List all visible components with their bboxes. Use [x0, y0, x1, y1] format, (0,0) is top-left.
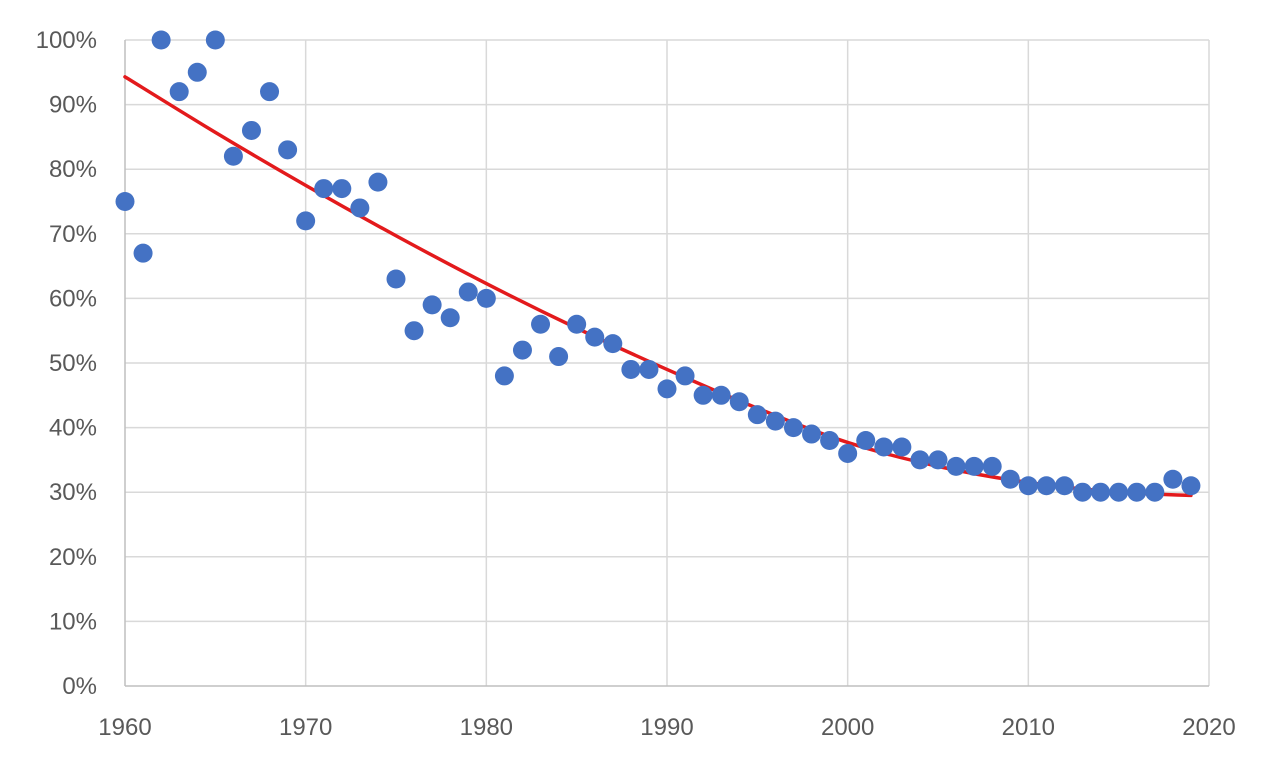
data-point [838, 443, 858, 463]
y-tick-label: 0% [62, 673, 97, 700]
data-point [1018, 476, 1038, 496]
y-tick-label: 90% [49, 92, 97, 119]
data-point [928, 450, 948, 470]
data-point [964, 456, 984, 476]
data-points [115, 30, 1201, 502]
data-point [151, 30, 171, 50]
x-tick-label: 1990 [640, 714, 693, 741]
y-tick-label: 20% [49, 544, 97, 571]
data-point [133, 243, 153, 263]
grid [125, 39, 1210, 686]
x-tick-label: 2020 [1182, 714, 1235, 741]
data-point [747, 405, 767, 425]
data-point [585, 327, 605, 347]
data-point [802, 424, 822, 444]
x-tick-label: 1980 [460, 714, 513, 741]
data-point [350, 198, 370, 218]
data-point [946, 456, 966, 476]
data-point [386, 269, 406, 289]
data-point [1054, 476, 1074, 496]
data-point [223, 146, 243, 166]
data-point [205, 30, 225, 50]
x-tick-label: 2000 [821, 714, 874, 741]
trendline [123, 75, 1193, 498]
data-point [1127, 482, 1147, 502]
data-point [856, 431, 876, 451]
data-point [1000, 469, 1020, 489]
y-tick-label: 60% [49, 285, 97, 312]
axes [124, 40, 1209, 687]
data-point [675, 366, 695, 386]
tick-labels: 0% 10% 20% 30% 40% 50% 60% 70% 80% 90% 100% 1960 197… [36, 27, 1236, 741]
data-point [874, 437, 894, 457]
data-point [892, 437, 912, 457]
data-point [241, 120, 261, 140]
data-point [729, 392, 749, 412]
data-point [657, 379, 677, 399]
y-tick-label: 50% [49, 350, 97, 377]
trendline-layer [123, 75, 1193, 498]
y-tick-label: 30% [49, 479, 97, 506]
data-point [458, 282, 478, 302]
x-tick-label: 1960 [98, 714, 151, 741]
data-point [512, 340, 532, 360]
data-point [603, 334, 623, 354]
y-tick-label: 100% [36, 27, 97, 54]
data-point [531, 314, 551, 334]
y-tick-label: 70% [49, 221, 97, 248]
data-point [1091, 482, 1111, 502]
data-point [621, 359, 641, 379]
data-point [820, 431, 840, 451]
y-tick-label: 80% [49, 156, 97, 183]
data-point [278, 140, 298, 160]
data-point [187, 62, 207, 82]
data-point [296, 211, 316, 231]
data-point [494, 366, 514, 386]
data-point [332, 179, 352, 199]
y-tick-label: 40% [49, 415, 97, 442]
x-tick-label: 2010 [1002, 714, 1055, 741]
data-point [567, 314, 587, 334]
data-point [1036, 476, 1056, 496]
data-point [693, 385, 713, 405]
data-point [1163, 469, 1183, 489]
data-point [910, 450, 930, 470]
data-point [783, 418, 803, 438]
data-point [982, 456, 1002, 476]
data-point [1073, 482, 1093, 502]
data-point [549, 347, 569, 367]
data-point [422, 295, 442, 315]
data-point [1145, 482, 1165, 502]
data-point [260, 82, 280, 102]
data-point [314, 179, 334, 199]
data-point [440, 308, 460, 328]
data-point [115, 192, 135, 211]
data-point [169, 82, 189, 102]
data-point [765, 411, 785, 431]
data-point [1181, 476, 1201, 496]
data-point [368, 172, 388, 192]
data-point [639, 359, 659, 379]
x-tick-label: 1970 [279, 714, 332, 741]
data-point [476, 288, 496, 308]
data-point [404, 321, 424, 341]
data-point [1109, 482, 1129, 502]
data-point [711, 385, 731, 405]
y-tick-label: 10% [49, 608, 97, 635]
